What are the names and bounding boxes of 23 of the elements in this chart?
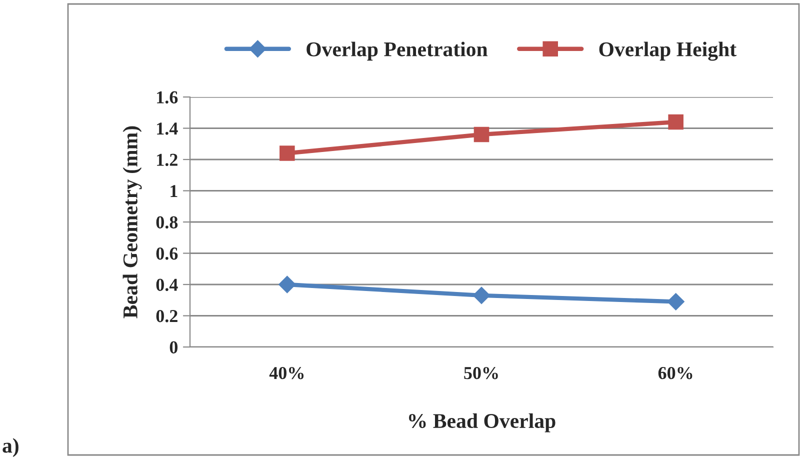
point — [278, 276, 296, 294]
y-tick-label: 1.4 — [157, 122, 178, 135]
y-tick-label: 0.2 — [156, 310, 178, 322]
x-tick-label: 40% — [269, 366, 304, 380]
point — [472, 286, 490, 304]
point — [474, 126, 490, 142]
y-tick-label: 0 — [170, 341, 178, 354]
point — [667, 293, 684, 310]
y-tick-label: 1.2 — [157, 154, 178, 166]
y-tick-label: 1 — [170, 185, 178, 198]
x-tick-label: 60% — [658, 366, 692, 380]
y-tick-label: 0.8 — [156, 216, 178, 229]
y-tick-label: 1.6 — [157, 91, 178, 104]
y-tick-label: 0.4 — [156, 278, 178, 292]
point — [280, 146, 295, 161]
x-tick-label: 50% — [464, 366, 498, 380]
point — [668, 114, 684, 130]
y-axis-title: Bead Geometry (mm) — [122, 126, 142, 318]
legend-label: Overlap Height — [599, 42, 736, 61]
y-tick-label: 0.6 — [156, 248, 178, 260]
x-axis-title: % Bead Overlap — [408, 413, 556, 432]
legend-label: Overlap Penetration — [306, 42, 488, 61]
text: a) — [2, 438, 18, 457]
